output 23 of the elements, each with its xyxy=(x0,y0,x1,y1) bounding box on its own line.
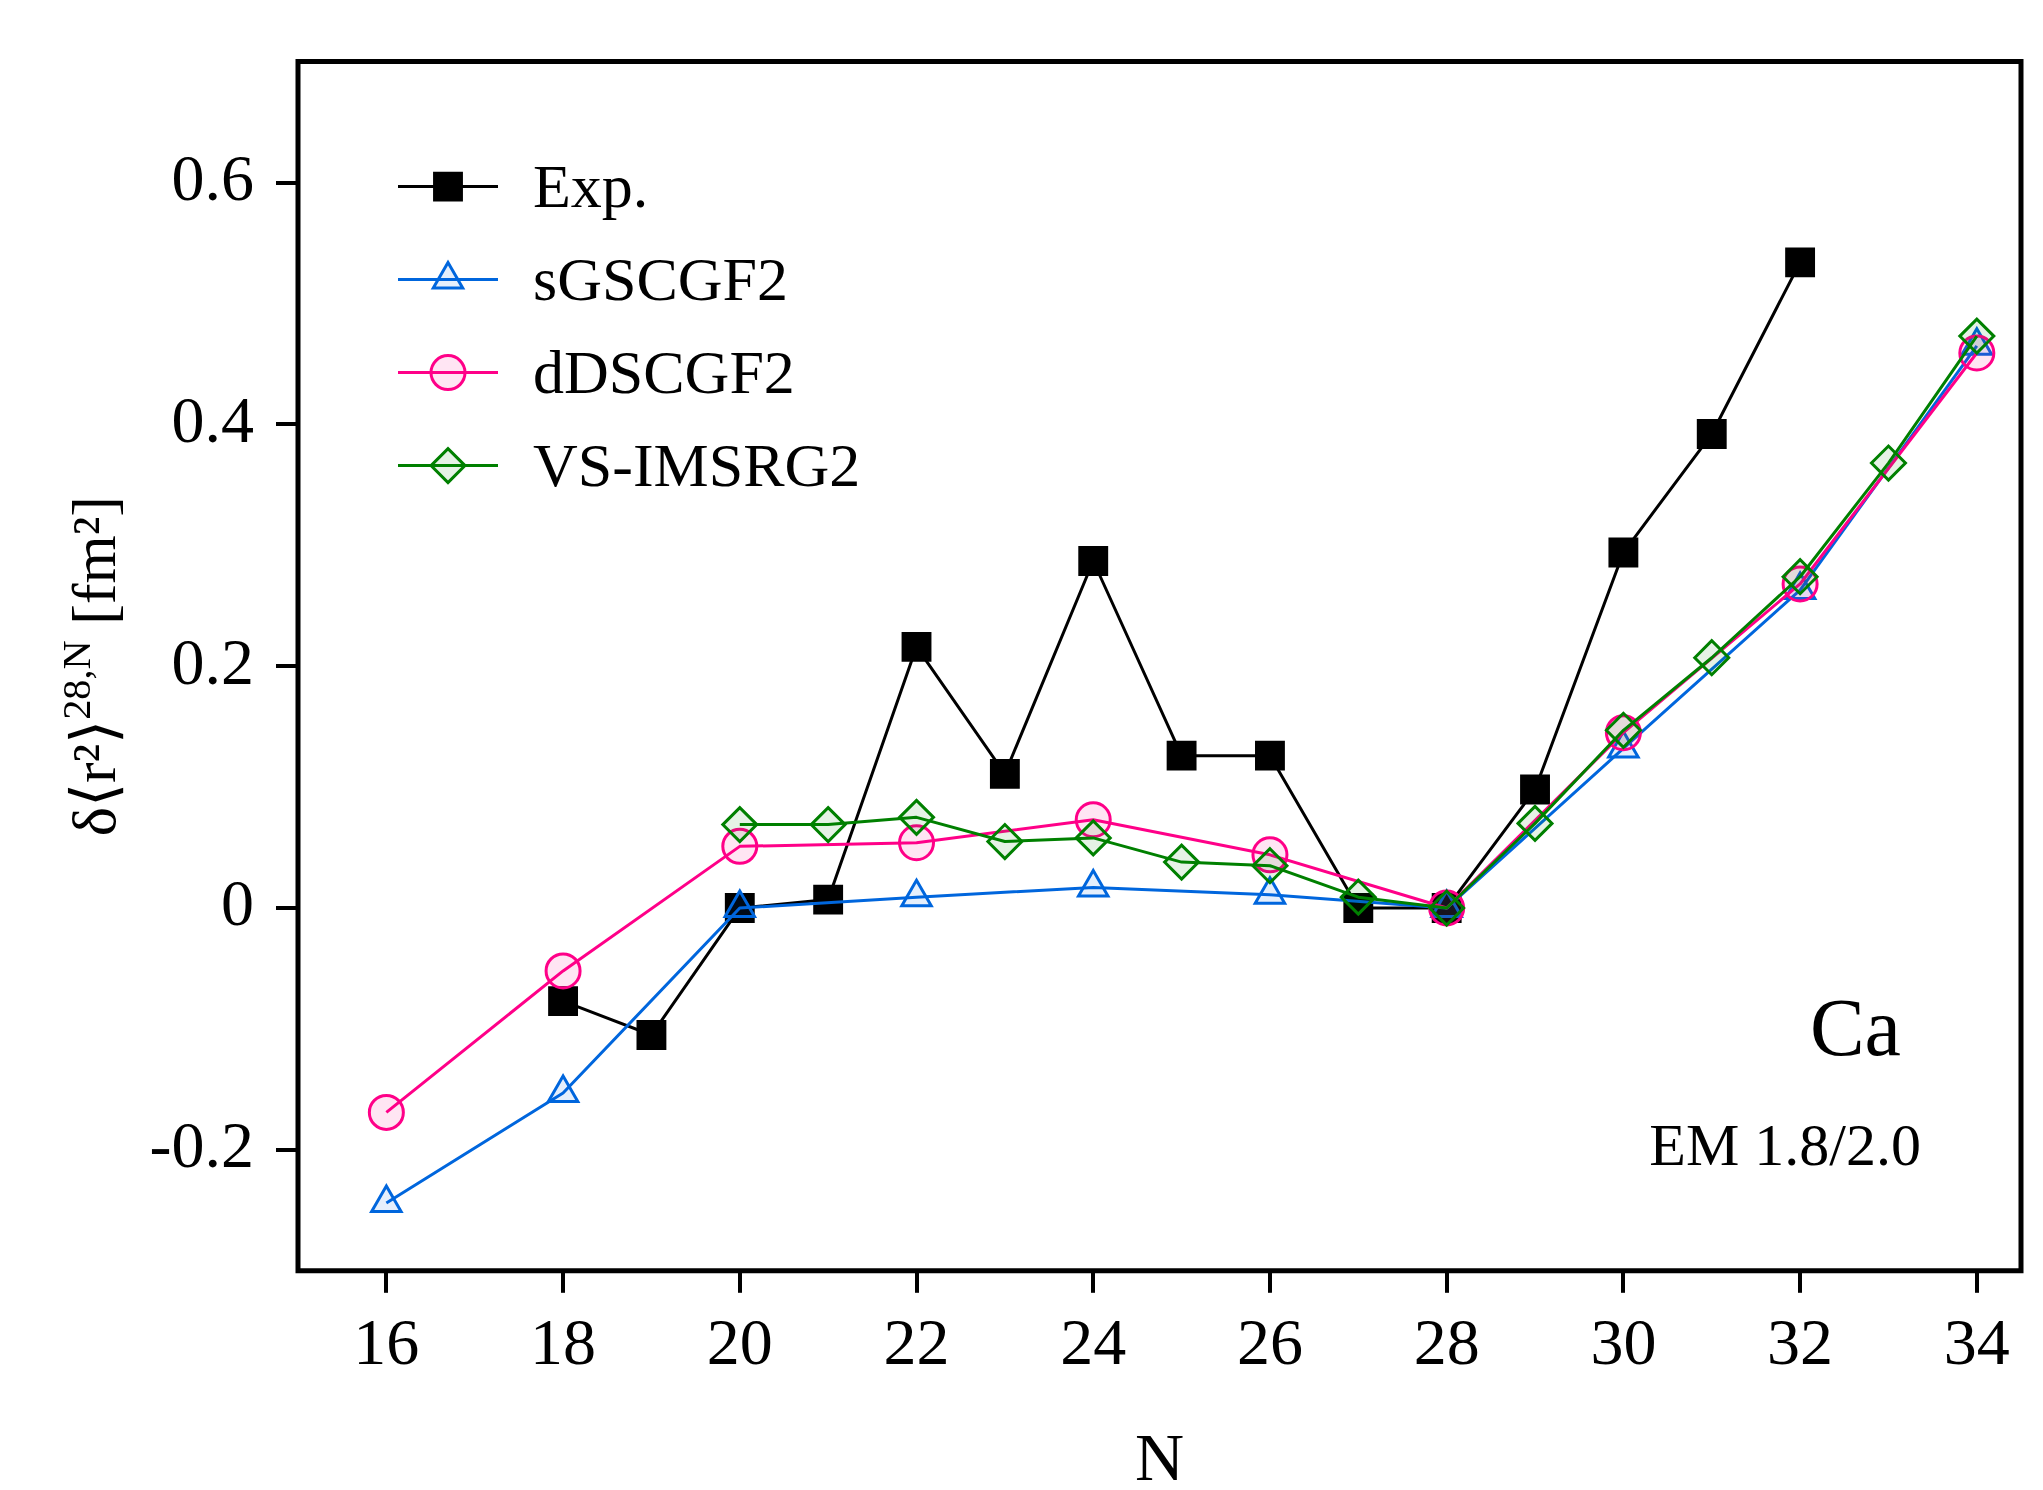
x-tick-label: 34 xyxy=(1943,1304,2010,1378)
annotation: Ca xyxy=(1809,982,1901,1073)
y-tick-label: 0.4 xyxy=(171,382,254,456)
x-tick-label: 32 xyxy=(1767,1304,1834,1378)
x-tick-label: 18 xyxy=(530,1304,597,1378)
legend-label: Exp. xyxy=(533,151,649,220)
x-tick-label: 16 xyxy=(353,1304,420,1378)
y-tick-label: 0.2 xyxy=(171,624,254,698)
y-tick-label: 0.6 xyxy=(171,140,254,214)
legend-label: VS-IMSRG2 xyxy=(533,430,861,499)
legend-label: dDSCGF2 xyxy=(533,337,795,406)
x-tick-label: 20 xyxy=(706,1304,773,1378)
legend-label: sGSCGF2 xyxy=(533,244,788,313)
y-tick-label: -0.2 xyxy=(149,1108,254,1182)
x-tick-label: 22 xyxy=(883,1304,950,1378)
y-tick-label: 0 xyxy=(221,866,254,940)
annotation: EM 1.8/2.0 xyxy=(1649,1112,1921,1178)
x-tick-label: 28 xyxy=(1413,1304,1480,1378)
x-tick-label: 24 xyxy=(1060,1304,1127,1378)
x-axis-title: N xyxy=(1134,1419,1185,1490)
x-tick-label: 26 xyxy=(1236,1304,1303,1378)
x-tick-label: 30 xyxy=(1590,1304,1657,1378)
y-axis-title: δ⟨r²⟩28,N [fm²] xyxy=(54,496,128,837)
